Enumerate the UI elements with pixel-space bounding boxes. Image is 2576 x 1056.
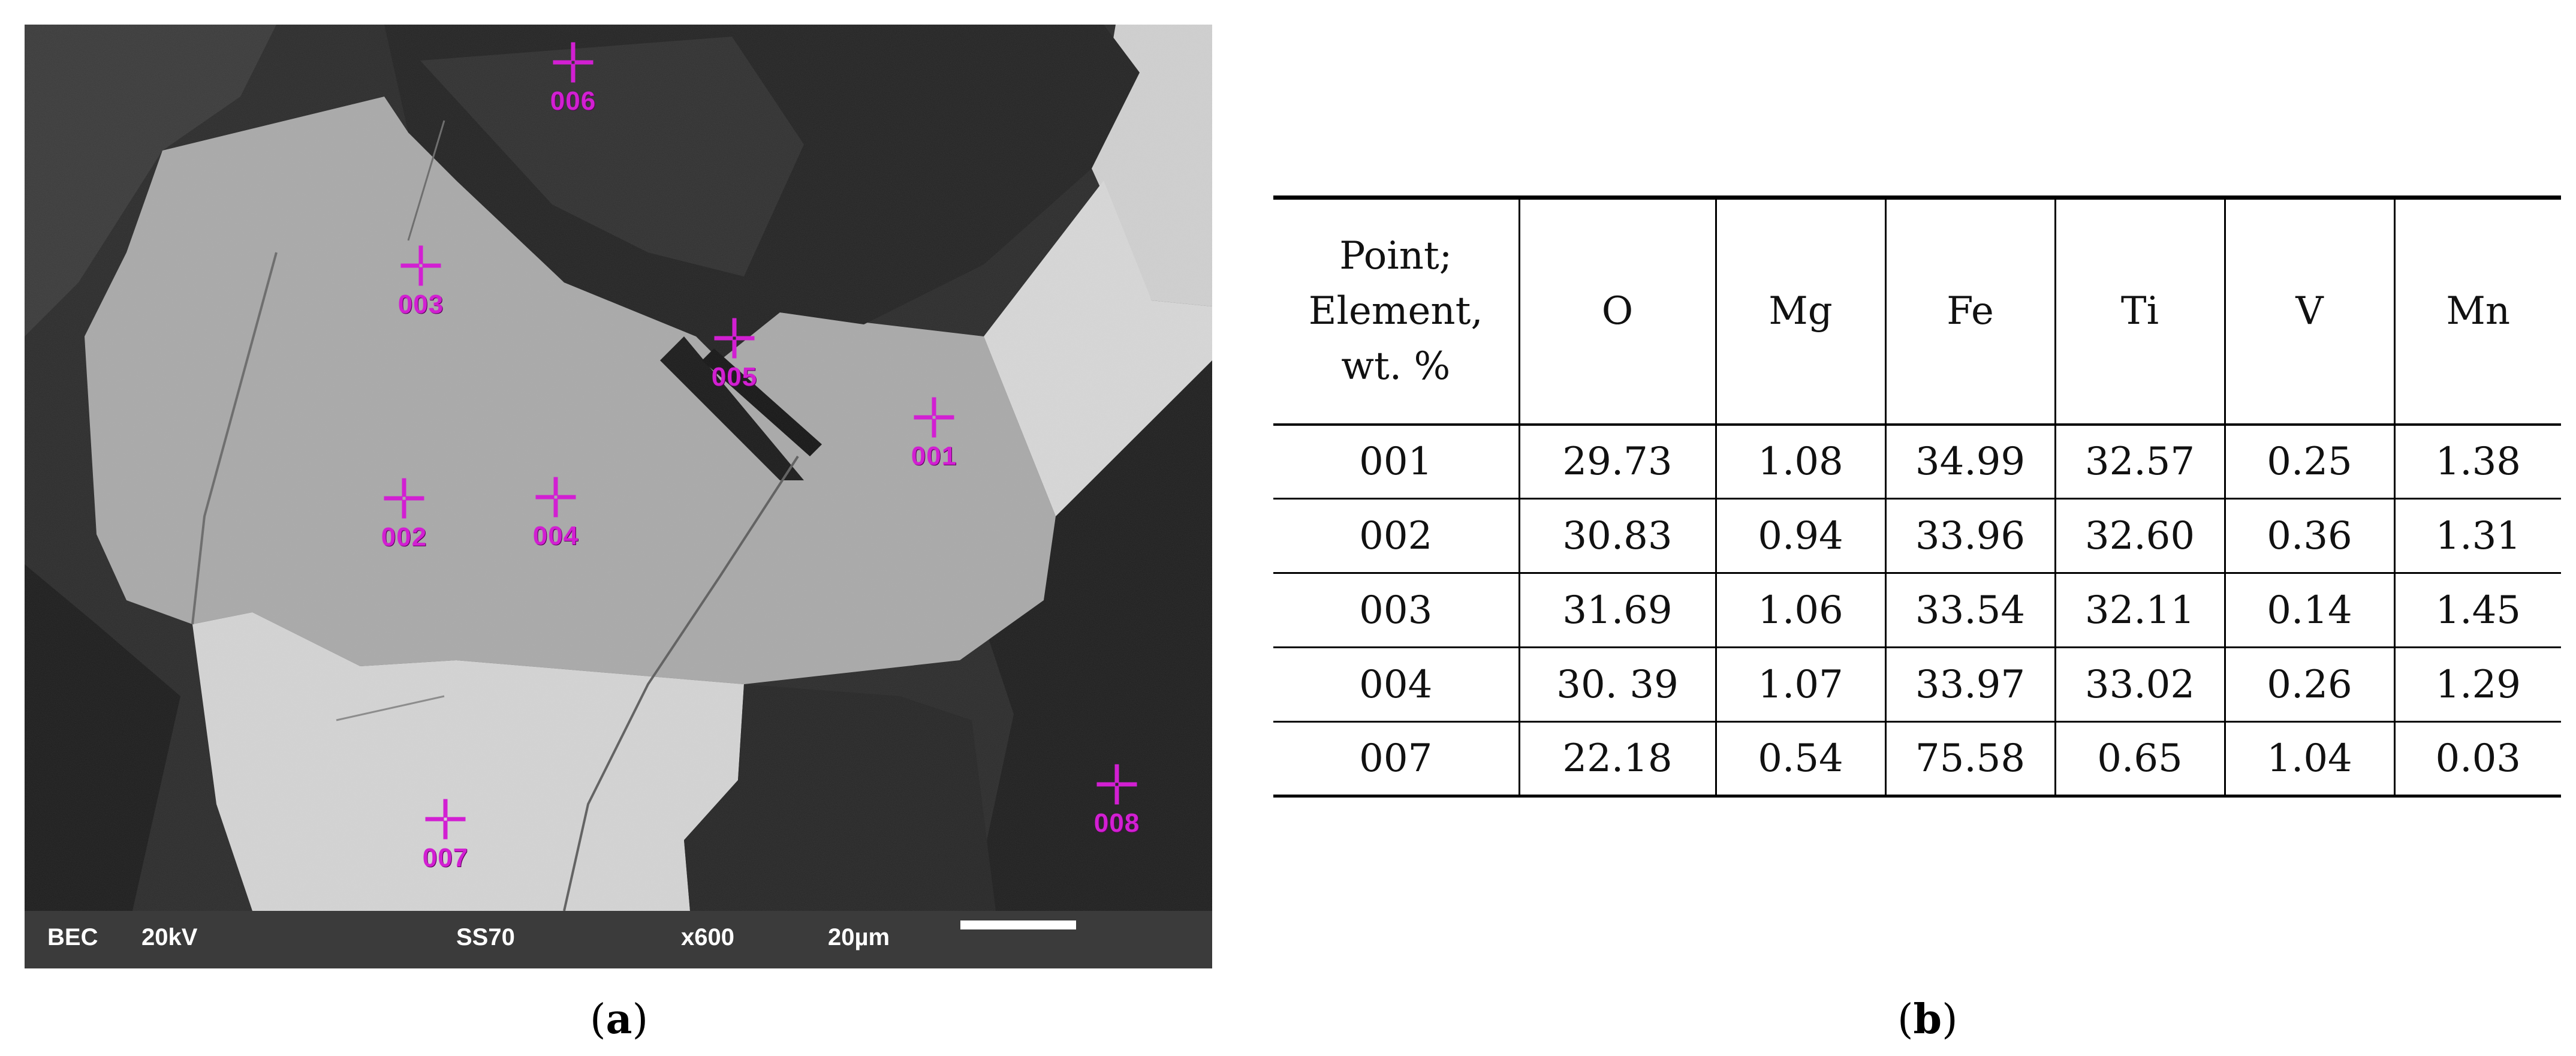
point-id: 004 xyxy=(1273,647,1519,723)
point-id: 002 xyxy=(1273,498,1519,574)
table-header-row: Point; Element, wt. % O Mg Fe Ti V Mn xyxy=(1273,195,2561,426)
crosshair-icon xyxy=(535,477,576,518)
marker-label: 007 xyxy=(422,843,469,873)
caption-a: (a) xyxy=(590,995,649,1043)
table-cell: 32.60 xyxy=(2054,498,2225,574)
detector-mode: BEC xyxy=(47,924,98,950)
marker-label: 004 xyxy=(532,521,579,550)
table-cell: 30.83 xyxy=(1518,498,1716,574)
table-cell: 0.36 xyxy=(2224,498,2394,574)
table-cell: 0.26 xyxy=(2224,647,2394,723)
scale-bar xyxy=(960,920,1076,929)
crosshair-icon xyxy=(384,478,424,519)
table-row: 004 30. 39 1.07 33.97 33.02 0.26 1.29 xyxy=(1273,647,2561,723)
table-cell: 0.25 xyxy=(2224,424,2394,500)
scale-label: 20µm xyxy=(828,924,890,950)
marker-label: 008 xyxy=(1093,808,1140,838)
header-point-element: Point; Element, wt. % xyxy=(1273,195,1519,426)
sample-id: SS70 xyxy=(456,924,515,950)
marker-label: 002 xyxy=(381,522,427,552)
table-cell: 33.96 xyxy=(1884,498,2055,574)
marker-label: 001 xyxy=(911,441,957,471)
table-row: 001 29.73 1.08 34.99 32.57 0.25 1.38 xyxy=(1273,424,2561,500)
table-cell: 1.45 xyxy=(2393,573,2561,648)
sem-image xyxy=(25,25,1212,911)
table-cell: 0.65 xyxy=(2054,721,2225,798)
crosshair-icon xyxy=(400,245,441,286)
table-cell: 33.54 xyxy=(1884,573,2055,648)
crosshair-icon xyxy=(425,799,466,840)
header-element: Mn xyxy=(2393,195,2561,426)
point-id: 001 xyxy=(1273,424,1519,500)
header-element: O xyxy=(1518,195,1716,426)
sem-micrograph: 006 003 005 001 002 004 007 008 BEC 20kV… xyxy=(25,25,1212,968)
table-row: 007 22.18 0.54 75.58 0.65 1.04 0.03 xyxy=(1273,721,2561,798)
table-cell: 31.69 xyxy=(1518,573,1716,648)
table-cell: 75.58 xyxy=(1884,721,2055,798)
accelerating-voltage: 20kV xyxy=(141,924,198,950)
table-cell: 32.57 xyxy=(2054,424,2225,500)
composition-table: Point; Element, wt. % O Mg Fe Ti V Mn 00… xyxy=(1273,195,2561,798)
header-element: Fe xyxy=(1884,195,2055,426)
table-cell: 1.06 xyxy=(1715,573,1885,648)
marker-label: 003 xyxy=(397,290,444,319)
point-id: 003 xyxy=(1273,573,1519,648)
table-cell: 34.99 xyxy=(1884,424,2055,500)
table-cell: 1.08 xyxy=(1715,424,1885,500)
table-cell: 1.29 xyxy=(2393,647,2561,723)
caption-b: (b) xyxy=(1897,995,1958,1043)
table-cell: 0.94 xyxy=(1715,498,1885,574)
marker-label: 006 xyxy=(550,86,596,116)
table-cell: 33.02 xyxy=(2054,647,2225,723)
header-element: V xyxy=(2224,195,2394,426)
table-cell: 33.97 xyxy=(1884,647,2055,723)
marker-label: 005 xyxy=(711,362,758,392)
header-element: Ti xyxy=(2054,195,2225,426)
crosshair-icon xyxy=(553,42,593,83)
table-cell: 0.54 xyxy=(1715,721,1885,798)
table-cell: 0.14 xyxy=(2224,573,2394,648)
table-cell: 1.07 xyxy=(1715,647,1885,723)
table-cell: 0.03 xyxy=(2393,721,2561,798)
point-id: 007 xyxy=(1273,721,1519,798)
crosshair-icon xyxy=(1096,764,1137,805)
table-cell: 32.11 xyxy=(2054,573,2225,648)
header-element: Mg xyxy=(1715,195,1885,426)
crosshair-icon xyxy=(914,397,954,438)
table-cell: 1.38 xyxy=(2393,424,2561,500)
table-cell: 22.18 xyxy=(1518,721,1716,798)
table-cell: 30. 39 xyxy=(1518,647,1716,723)
table-cell: 1.04 xyxy=(2224,721,2394,798)
table-row: 002 30.83 0.94 33.96 32.60 0.36 1.31 xyxy=(1273,498,2561,574)
table-cell: 29.73 xyxy=(1518,424,1716,500)
table-row: 003 31.69 1.06 33.54 32.11 0.14 1.45 xyxy=(1273,573,2561,648)
magnification: x600 xyxy=(681,924,734,950)
crosshair-icon xyxy=(714,318,755,359)
table-cell: 1.31 xyxy=(2393,498,2561,574)
sem-info-bar: BEC 20kV SS70 x600 20µm xyxy=(25,911,1212,968)
